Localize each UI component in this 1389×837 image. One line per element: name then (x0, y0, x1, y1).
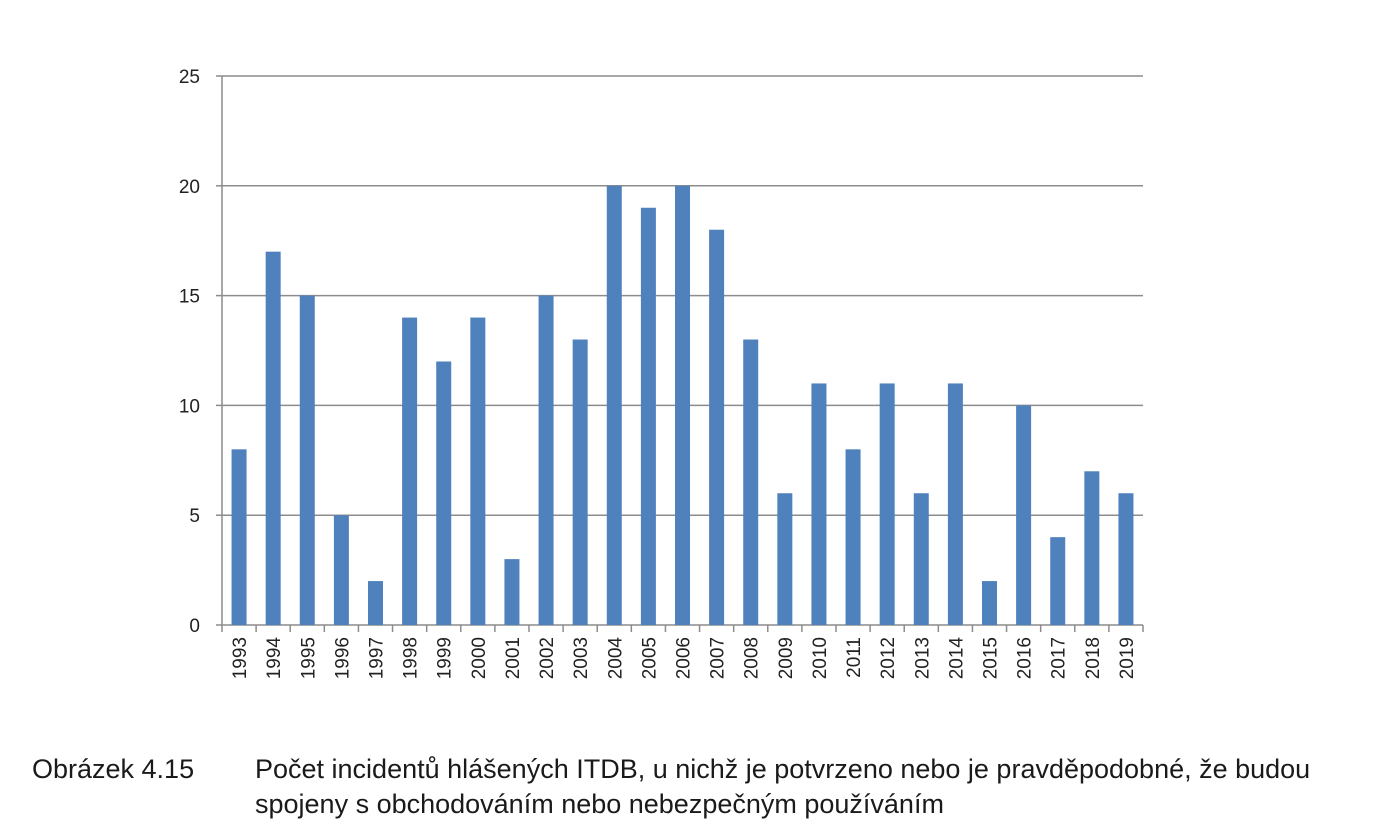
bar (299, 295, 315, 625)
x-tick-label: 2016 (1015, 637, 1036, 679)
bar (640, 207, 656, 625)
x-tick-label: 2002 (537, 637, 558, 679)
bar (572, 339, 588, 625)
x-tick-label: 1995 (298, 637, 319, 679)
bar (811, 383, 827, 625)
caption-label: Obrázek 4.15 (32, 754, 195, 784)
x-tick-label: 1993 (230, 637, 251, 679)
x-tick-label: 2006 (674, 637, 695, 679)
bar (879, 383, 895, 625)
bar (504, 559, 520, 625)
x-tick-label: 2018 (1083, 637, 1104, 679)
x-tick-label: 2017 (1049, 637, 1070, 679)
y-tick-label: 20 (179, 177, 200, 198)
bar (1050, 537, 1066, 625)
bar (845, 449, 861, 625)
x-tick-label: 2011 (844, 637, 865, 678)
x-tick-labels: 1993 1994 1995 1996 1997 1998 1999 2000 2001 2002… (230, 637, 1138, 680)
bar (265, 251, 281, 625)
x-tick-label: 2015 (981, 637, 1002, 679)
x-tick-label: 1999 (435, 637, 456, 679)
y-tick-label: 10 (179, 396, 200, 417)
x-tick-label: 1996 (332, 637, 353, 679)
x-tick-label: 2004 (605, 637, 626, 680)
bar (675, 185, 690, 626)
x-tick-label: 2019 (1117, 637, 1138, 679)
bar (743, 339, 759, 625)
x-tick-label: 2001 (503, 637, 524, 679)
x-tick-label: 2007 (708, 637, 729, 679)
x-tick-label: 1998 (401, 637, 422, 679)
x-tick-label: 2000 (469, 637, 490, 679)
bar (402, 317, 418, 625)
bar (947, 383, 963, 625)
bar (709, 229, 725, 625)
x-tick-label: 2012 (878, 637, 899, 679)
y-tick-label: 15 (179, 287, 200, 308)
x-tick-label: 2014 (946, 637, 967, 680)
caption-text: Počet incidentů hlášených ITDB, u nichž … (255, 754, 1311, 819)
bar (777, 493, 793, 625)
x-tick-label: 1997 (367, 637, 388, 679)
bar (231, 449, 247, 625)
bars (231, 185, 1134, 626)
bar (333, 515, 349, 625)
x-tick-label: 2005 (639, 637, 660, 679)
x-tick-label: 2010 (810, 637, 831, 679)
x-tick-label: 2009 (776, 637, 797, 679)
x-tick-label: 1994 (264, 637, 285, 680)
x-tick-label: 2003 (571, 637, 592, 679)
bar (368, 581, 383, 625)
bar (913, 493, 929, 625)
bar (1118, 493, 1134, 625)
bar (1084, 471, 1100, 625)
bar (1016, 405, 1032, 625)
x-tick-label: 2013 (912, 637, 933, 679)
bar-chart: 0 5 10 15 20 25 1993 1994 1995 1996 1997 1998 1999 2… (179, 67, 1144, 680)
bar (982, 581, 997, 625)
y-tick-label: 5 (189, 506, 200, 527)
y-tick-labels: 0 5 10 15 20 25 (179, 67, 200, 637)
bar (538, 295, 554, 625)
y-tick-label: 25 (179, 67, 200, 88)
x-tick-label: 2008 (742, 637, 763, 679)
bar (470, 317, 486, 625)
y-tick-label: 0 (189, 616, 200, 637)
bar (606, 185, 622, 626)
bar (436, 361, 452, 625)
